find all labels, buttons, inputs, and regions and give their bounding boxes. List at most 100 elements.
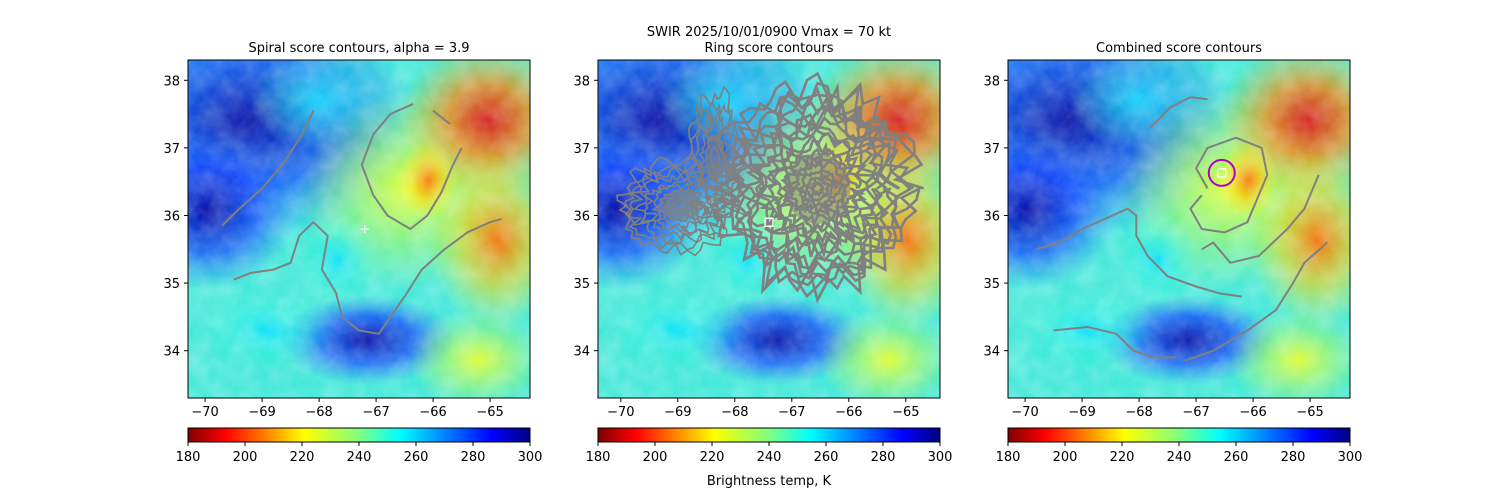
colorbar-tick-label: 180 (586, 450, 611, 465)
brightness-heatmap (488, 0, 988, 410)
y-tick-label: 37 (163, 142, 180, 157)
colorbar-tick-label: 180 (996, 450, 1021, 465)
ring-contour (627, 165, 737, 245)
colorbar-tick-label: 240 (347, 450, 372, 465)
panel-2: Ring score contours −70 −69 −68 −67 −66 −65 34 3… (488, 0, 988, 465)
colorbar-tick-label: 260 (814, 450, 839, 465)
ring-contour-region (616, 156, 749, 257)
y-tick-label: 38 (983, 74, 1000, 89)
y-tick-label: 34 (573, 345, 590, 360)
ring-contour-core (784, 152, 851, 224)
y-tick-label: 37 (983, 142, 1000, 157)
colorbar-tick-label: 280 (461, 450, 486, 465)
x-tick-label: −70 (191, 405, 218, 420)
y-tick-label: 36 (983, 209, 1000, 224)
score-contour (1184, 241, 1328, 362)
panel-3: Combined score contours −70 −69 −68 −67 −66 −6… (898, 0, 1398, 465)
brightness-heatmap (898, 0, 1398, 410)
center-plus-marker (360, 225, 369, 233)
y-tick-label: 35 (163, 277, 180, 292)
center-square-marker (1217, 168, 1227, 178)
ring-contour (713, 79, 921, 304)
colorbar-tick-label: 220 (290, 450, 315, 465)
colorbar-tick-label: 260 (1224, 450, 1249, 465)
brightness-heatmap (78, 0, 578, 410)
ring-contour (731, 93, 901, 280)
ring-contour-core (705, 135, 724, 181)
x-tick-label: −67 (362, 405, 389, 420)
colorbar: 180 200 220 240 260 280 300 (176, 427, 543, 465)
colorbar: 180 200 220 240 260 280 300 (586, 427, 952, 465)
y-tick-label: 37 (573, 142, 590, 157)
x-tick-label: −66 (835, 405, 862, 420)
ring-contour (684, 85, 746, 230)
panel-title: Spiral score contours, alpha = 3.9 (248, 41, 469, 56)
colorbar-gradient (597, 427, 941, 443)
colorbar: 180 200 220 240 260 280 300 (996, 427, 1363, 465)
panel-title: Ring score contours (704, 41, 833, 56)
score-contour (360, 102, 463, 230)
y-tick-label: 34 (983, 345, 1000, 360)
ring-contour (623, 163, 741, 251)
x-tick-label: −66 (419, 405, 446, 420)
y-tick-label: 38 (163, 74, 180, 89)
y-tick-label: 34 (163, 345, 180, 360)
y-tick-label: 35 (983, 277, 1000, 292)
colorbar-tick-label: 280 (1281, 450, 1306, 465)
axes-frame (187, 59, 531, 399)
ring-contour (693, 109, 736, 209)
colorbar-gradient (1007, 427, 1351, 443)
colorbar-tick-label: 200 (1053, 450, 1078, 465)
colorbar-tick-label: 240 (1167, 450, 1192, 465)
ring-contour (690, 101, 739, 220)
y-tick-label: 36 (573, 209, 590, 224)
y-tick-label: 35 (573, 277, 590, 292)
score-contour (1149, 96, 1208, 129)
score-contour (233, 217, 502, 335)
center-square-marker (764, 217, 774, 227)
colorbar-tick-label: 200 (233, 450, 258, 465)
ring-contour (712, 71, 924, 299)
x-tick-label: −69 (1068, 405, 1095, 420)
x-tick-label: −65 (1296, 405, 1323, 420)
x-tick-label: −68 (305, 405, 332, 420)
panel-title: Combined score contours (1096, 41, 1262, 56)
x-tick-label: −67 (778, 405, 805, 420)
x-tick-label: −68 (1125, 405, 1152, 420)
x-tick-label: −67 (1182, 405, 1209, 420)
axes-frame (597, 59, 941, 399)
x-tick-label: −65 (892, 405, 919, 420)
score-contour (221, 110, 315, 227)
colorbar-tick-label: 240 (757, 450, 782, 465)
x-tick-label: −69 (664, 405, 691, 420)
panel-1: Spiral score contours, alpha = 3.9 −70 −69… (78, 0, 578, 465)
colorbar-tick-label: 200 (643, 450, 668, 465)
colorbar-tick-label: 220 (700, 450, 725, 465)
axes-frame (1007, 59, 1351, 399)
score-contour (1053, 326, 1177, 359)
colorbar-tick-label: 180 (176, 450, 201, 465)
x-tick-label: −70 (607, 405, 634, 420)
ring-contour (643, 176, 720, 234)
ring-contour (771, 139, 866, 237)
y-tick-label: 36 (163, 209, 180, 224)
colorbar-tick-label: 260 (404, 450, 429, 465)
ring-contour (728, 82, 912, 285)
ring-contour-core (659, 189, 702, 221)
x-tick-label: −65 (476, 405, 503, 420)
figure-suptitle: SWIR 2025/10/01/0900 Vmax = 70 kt (647, 25, 891, 40)
x-tick-label: −68 (721, 405, 748, 420)
score-contour (1036, 207, 1242, 298)
y-tick-label: 38 (573, 74, 590, 89)
colorbar-tick-label: 300 (518, 450, 543, 465)
colorbar-label: Brightness temp, K (707, 474, 832, 489)
colorbar-tick-label: 300 (1338, 450, 1363, 465)
score-contour (432, 109, 451, 125)
colorbar-gradient (187, 427, 531, 443)
ring-contour-region (712, 71, 924, 304)
center-circle (1207, 158, 1236, 187)
colorbar-tick-label: 220 (1110, 450, 1135, 465)
score-contour (1201, 174, 1320, 264)
ring-contour (730, 94, 901, 287)
